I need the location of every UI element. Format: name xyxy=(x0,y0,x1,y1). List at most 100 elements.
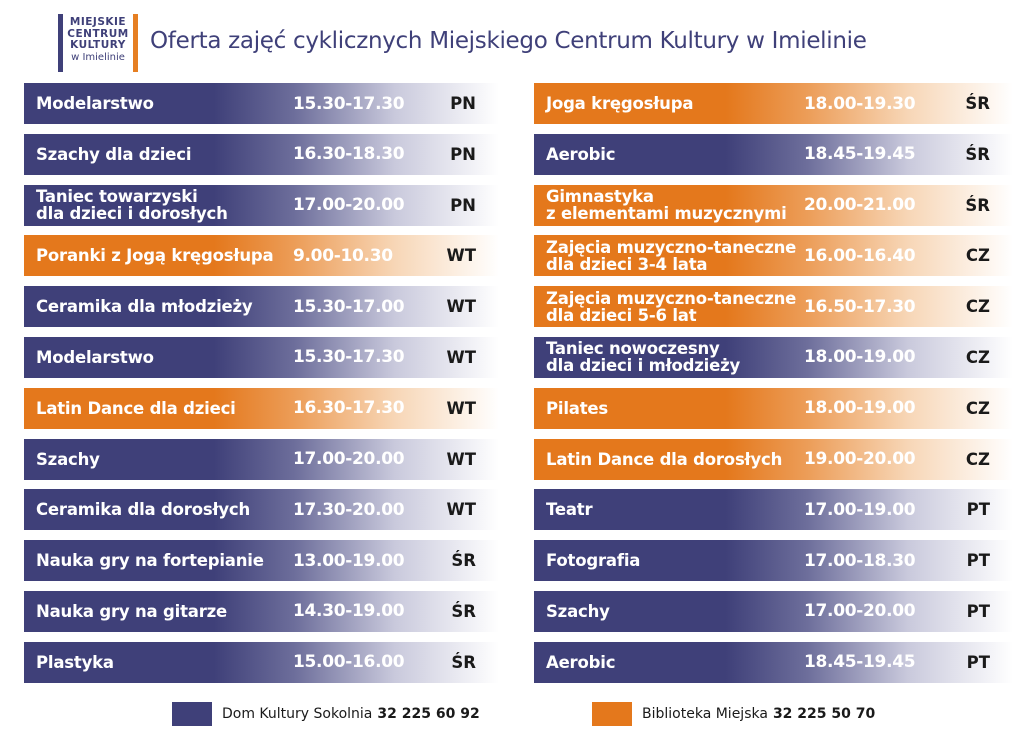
activity-name: Plastyka xyxy=(36,652,114,672)
activity-day: CZ xyxy=(965,398,990,418)
activity-day: WT xyxy=(446,398,476,418)
schedule-row: Aerobic 18.45-19.45 ŚR xyxy=(534,133,1013,175)
legend-swatch xyxy=(172,702,212,726)
page-title: Oferta zajęć cyklicznych Miejskiego Cent… xyxy=(150,28,867,54)
legend-phone: 32 225 50 70 xyxy=(772,706,876,722)
activity-time: 15.00-16.00 xyxy=(293,652,405,673)
schedule-row: Modelarstwo 15.30-17.30 WT xyxy=(24,336,499,378)
logo: MIEJSKIE CENTRUM KULTURY w Imielinie xyxy=(58,14,138,72)
activity-name: Ceramika dla dorosłych xyxy=(36,500,251,520)
activity-name: Szachy xyxy=(36,449,100,469)
activity-day: ŚR xyxy=(451,652,476,672)
activity-name: Aerobic xyxy=(546,652,616,672)
activity-day: CZ xyxy=(965,246,990,266)
activity-day: CZ xyxy=(965,297,990,317)
logo-line-4: w Imielinie xyxy=(71,51,125,63)
activity-time: 16.30-17.30 xyxy=(293,398,405,419)
activity-day: PT xyxy=(966,500,990,520)
activity-time: 18.45-19.45 xyxy=(804,652,916,673)
activity-time: 9.00-10.30 xyxy=(293,245,393,266)
activity-day: ŚR xyxy=(965,94,990,113)
activity-name: Teatr xyxy=(546,500,593,520)
legend-phone: 32 225 60 92 xyxy=(377,706,480,722)
activity-time: 18.00-19.30 xyxy=(804,93,916,114)
schedule-row: Ceramika dla dorosłych 17.30-20.00 WT xyxy=(24,489,499,531)
activity-name: Modelarstwo xyxy=(36,94,154,113)
schedule-row: Zajęcia muzyczno-taneczne dla dzieci 5-6… xyxy=(534,286,1013,328)
activity-name: Szachy xyxy=(546,601,610,621)
activity-day: PT xyxy=(966,652,990,672)
activity-time: 17.00-20.00 xyxy=(293,449,405,470)
activity-time: 15.30-17.30 xyxy=(293,93,405,114)
activity-day: WT xyxy=(446,297,476,317)
activity-time: 17.30-20.00 xyxy=(293,499,405,520)
schedule-row: Taniec towarzyski dla dzieci i dorosłych… xyxy=(24,184,499,226)
legend-label: Biblioteka Miejska xyxy=(642,706,768,722)
activity-name: Nauka gry na gitarze xyxy=(36,601,228,621)
activity-day: WT xyxy=(446,500,476,520)
activity-name: Taniec nowoczesny dla dzieci i młodzieży xyxy=(546,339,741,376)
logo-line-3: KULTURY xyxy=(70,39,126,51)
schedule-column-right: Joga kręgosłupa 18.00-19.30 ŚR Aerobic 1… xyxy=(534,83,1013,693)
activity-name: Fotografia xyxy=(546,551,641,571)
schedule-row: Latin Dance dla dzieci 16.30-17.30 WT xyxy=(24,387,499,429)
activity-time: 14.30-19.00 xyxy=(293,601,405,622)
activity-name: Zajęcia muzyczno-taneczne dla dzieci 3-4… xyxy=(546,237,797,274)
activity-name: Modelarstwo xyxy=(36,347,154,367)
schedule-row: Aerobic 18.45-19.45 PT xyxy=(534,641,1013,683)
logo-line-2: CENTRUM xyxy=(67,27,129,40)
activity-time: 15.30-17.30 xyxy=(293,347,405,368)
activity-time: 18.00-19.00 xyxy=(804,347,916,368)
legend-swatch xyxy=(592,702,632,726)
activity-day: PT xyxy=(966,601,990,621)
activity-day: ŚR xyxy=(965,195,990,215)
activity-name: Poranki z Jogą kręgosłupa xyxy=(36,246,274,266)
activity-name: Szachy dla dzieci xyxy=(36,144,192,164)
activity-name: Gimnastyka z elementami muzycznymi xyxy=(546,187,787,224)
activity-time: 17.00-20.00 xyxy=(804,601,916,622)
activity-name: Latin Dance dla dorosłych xyxy=(546,449,783,469)
legend-label: Dom Kultury Sokolnia xyxy=(222,706,373,722)
activity-name: Latin Dance dla dzieci xyxy=(36,398,236,418)
logo-text: MIEJSKIE CENTRUM KULTURY xyxy=(63,14,133,52)
schedule-row: Szachy 17.00-20.00 PT xyxy=(534,590,1013,632)
schedule-row: Fotografia 17.00-18.30 PT xyxy=(534,540,1013,582)
activity-day: CZ xyxy=(965,347,990,367)
legend-item-biblioteka: Biblioteka Miejska 32 225 50 70 xyxy=(592,702,875,726)
schedule-column-left: Modelarstwo 15.30-17.30 PN Szachy dla dz… xyxy=(24,83,499,693)
activity-name: Pilates xyxy=(546,398,609,418)
activity-day: WT xyxy=(446,347,476,367)
schedule-row: Taniec nowoczesny dla dzieci i młodzieży… xyxy=(534,336,1013,378)
schedule-row: Latin Dance dla dorosłych 19.00-20.00 CZ xyxy=(534,438,1013,480)
schedule-row: Modelarstwo 15.30-17.30 PN xyxy=(24,83,499,124)
activity-time: 18.45-19.45 xyxy=(804,144,916,165)
activity-day: CZ xyxy=(965,449,990,469)
activity-time: 16.30-18.30 xyxy=(293,144,405,165)
activity-day: ŚR xyxy=(451,551,476,571)
activity-day: PN xyxy=(450,144,476,164)
schedule-row: Poranki z Jogą kręgosłupa 9.00-10.30 WT xyxy=(24,235,499,277)
logo-line-1: MIEJSKIE xyxy=(69,16,127,28)
activity-name: Nauka gry na fortepianie xyxy=(36,551,264,571)
activity-time: 18.00-19.00 xyxy=(804,398,916,419)
activity-name: Joga kręgosłupa xyxy=(546,94,694,113)
activity-time: 17.00-19.00 xyxy=(804,499,916,520)
schedule-row: Szachy 17.00-20.00 WT xyxy=(24,438,499,480)
schedule-row: Nauka gry na gitarze 14.30-19.00 ŚR xyxy=(24,590,499,632)
schedule-row: Joga kręgosłupa 18.00-19.30 ŚR xyxy=(534,83,1013,124)
schedule-row: Plastyka 15.00-16.00 ŚR xyxy=(24,641,499,683)
activity-time: 20.00-21.00 xyxy=(804,195,916,216)
activity-time: 13.00-19.00 xyxy=(293,550,405,571)
activity-time: 16.50-17.30 xyxy=(804,296,916,317)
activity-name: Aerobic xyxy=(546,144,616,164)
schedule-row: Pilates 18.00-19.00 CZ xyxy=(534,387,1013,429)
activity-time: 17.00-18.30 xyxy=(804,550,916,571)
activity-time: 19.00-20.00 xyxy=(804,449,916,470)
schedule-row: Gimnastyka z elementami muzycznymi 20.00… xyxy=(534,184,1013,226)
activity-day: PT xyxy=(966,551,990,571)
legend-item-dom-kultury: Dom Kultury Sokolnia 32 225 60 92 xyxy=(172,702,480,726)
activity-day: WT xyxy=(446,246,476,266)
activity-time: 15.30-17.00 xyxy=(293,296,405,317)
schedule-row: Zajęcia muzyczno-taneczne dla dzieci 3-4… xyxy=(534,235,1013,277)
schedule-row: Teatr 17.00-19.00 PT xyxy=(534,489,1013,531)
